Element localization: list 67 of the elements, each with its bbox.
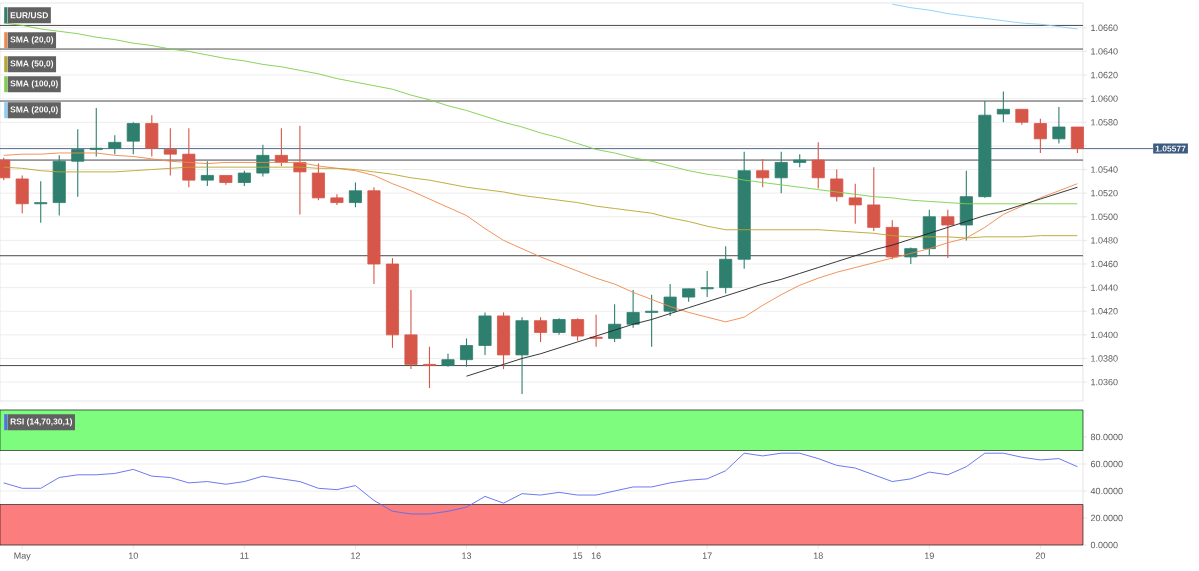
candlestick xyxy=(811,141,825,189)
y-tick-label: 1.0620 xyxy=(1091,71,1118,79)
candlestick xyxy=(663,283,677,317)
candlestick xyxy=(1070,126,1084,154)
y-tick-label: 1.0420 xyxy=(1091,308,1118,315)
legend-label: SMA (200,0) xyxy=(10,106,58,115)
candlestick xyxy=(348,181,362,208)
line-series xyxy=(3,452,1078,515)
y-tick-label: 80.0000 xyxy=(1090,433,1123,441)
candlestick xyxy=(89,107,103,158)
y-tick-label: 1.0600 xyxy=(1091,95,1118,102)
candlestick xyxy=(700,270,714,298)
line-series xyxy=(891,3,1078,30)
y-tick-label: 1.0540 xyxy=(1091,166,1118,173)
candlestick xyxy=(460,337,474,368)
y-tick-label: 1.0640 xyxy=(1091,48,1118,55)
y-tick-label: 1.0360 xyxy=(1091,378,1118,386)
candlestick xyxy=(830,168,844,202)
y-tick-label: 20.0000 xyxy=(1090,514,1123,522)
x-tick-label: 12 xyxy=(351,552,360,559)
y-tick-label: 1.0440 xyxy=(1091,284,1118,291)
y-tick-label: 1.0480 xyxy=(1091,237,1118,244)
x-tick-label: 17 xyxy=(702,552,712,559)
candlestick xyxy=(571,317,585,342)
candlestick xyxy=(608,303,622,343)
candlestick xyxy=(34,180,48,224)
candlestick xyxy=(756,158,770,188)
y-tick-label: 1.0580 xyxy=(1091,119,1118,126)
x-tick-label: 19 xyxy=(924,552,934,559)
legend-label: SMA (100,0) xyxy=(10,80,58,89)
candlestick xyxy=(645,294,659,348)
x-tick-label: 18 xyxy=(813,552,823,559)
candlestick xyxy=(848,183,862,225)
candlestick xyxy=(1033,118,1047,154)
candlestick xyxy=(996,91,1010,123)
y-tick-label: 1.0500 xyxy=(1091,213,1118,220)
x-tick-label: 13 xyxy=(462,552,472,559)
candlestick xyxy=(422,346,436,389)
ref-line-label: 1.05577 xyxy=(1155,145,1186,152)
y-tick-label: 0.0000 xyxy=(1090,541,1118,549)
y-tick-label: 60.0000 xyxy=(1090,460,1123,468)
legend-label: RSI (14,70,30,1) xyxy=(10,418,73,427)
x-tick-label: May xyxy=(14,552,31,561)
x-tick-label: 20 xyxy=(1035,552,1046,559)
x-tick-label: 11 xyxy=(240,552,249,559)
legend-label: EUR/USD xyxy=(10,12,48,19)
y-tick-label: 40.0000 xyxy=(1090,487,1123,495)
x-tick-label: 15 xyxy=(573,552,583,559)
candlestick xyxy=(126,121,140,155)
legend-label: SMA (50,0) xyxy=(10,60,54,69)
y-tick-label: 1.0520 xyxy=(1091,189,1118,197)
y-tick-label: 1.0660 xyxy=(1091,24,1118,31)
candlestick xyxy=(534,316,548,343)
x-tick-label: 10 xyxy=(128,552,138,559)
candlestick xyxy=(108,134,122,155)
legend-label: SMA (20,0) xyxy=(10,36,54,45)
candlestick xyxy=(1052,106,1066,145)
y-tick-label: 1.0460 xyxy=(1091,260,1118,268)
candlestick xyxy=(774,151,788,194)
x-tick-label: 16 xyxy=(591,552,601,559)
candlestick xyxy=(200,160,214,187)
candlestick xyxy=(163,127,177,176)
candlestick xyxy=(626,289,640,329)
y-tick-label: 1.0380 xyxy=(1091,355,1118,362)
y-tick-label: 1.0400 xyxy=(1091,331,1118,339)
candlestick xyxy=(941,209,955,259)
candlestick xyxy=(867,166,881,232)
